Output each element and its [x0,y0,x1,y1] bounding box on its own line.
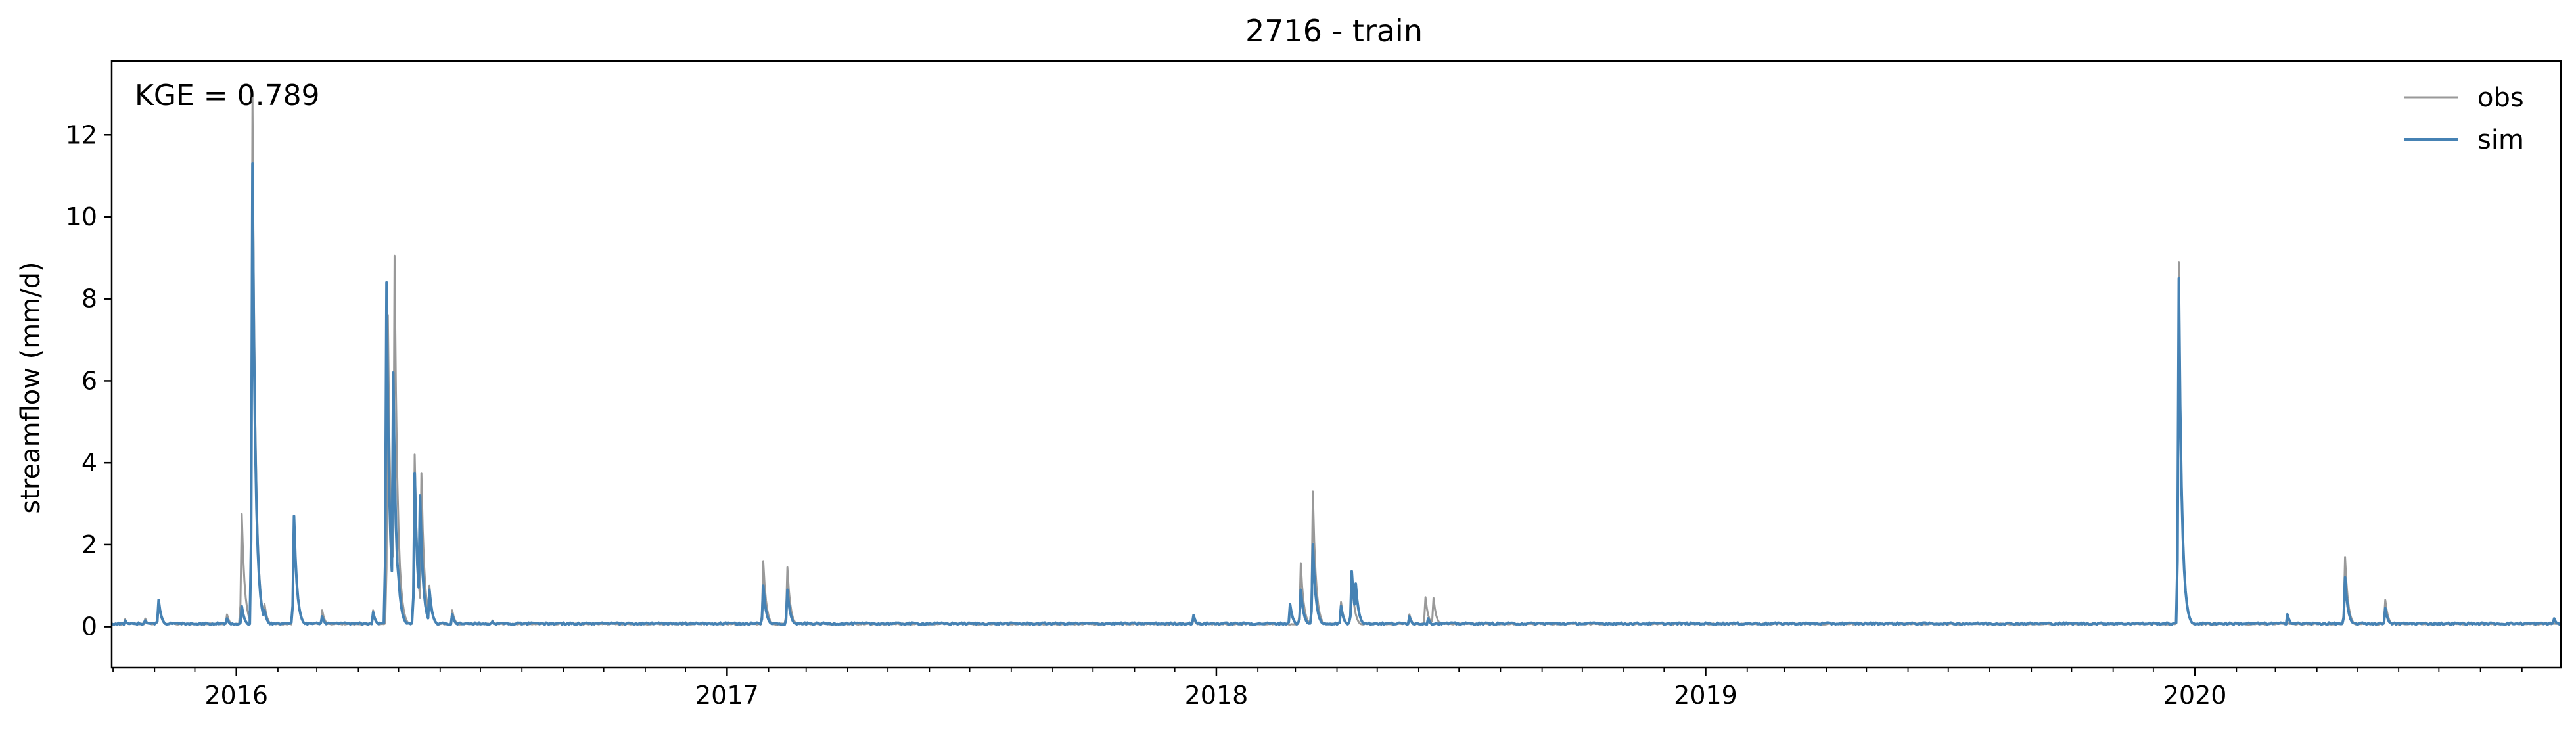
x-tick-label: 2016 [204,681,268,710]
y-axis-label: streamflow (mm/d) [16,262,46,513]
chart-title: 2716 - train [1245,13,1423,49]
series-line-sim [112,162,2561,626]
y-tick-label: 2 [81,530,97,559]
plot-frame [110,60,2562,669]
x-tick-label: 2017 [695,681,759,710]
legend-label-obs: obs [2477,83,2524,113]
kge-annotation: KGE = 0.789 [135,79,320,112]
legend-label-sim: sim [2477,125,2524,155]
x-tick-label: 2018 [1185,681,1249,710]
y-tick-label: 4 [81,448,97,477]
y-tick-label: 6 [81,366,97,395]
y-tick-label: 8 [81,285,97,313]
legend: obs sim [2404,83,2524,155]
x-tick-label: 2020 [2163,681,2227,710]
y-tick-label: 12 [66,120,97,149]
y-tick-label: 10 [66,202,97,231]
plot-area [112,97,2561,626]
x-tick-label: 2019 [1674,681,1737,710]
y-tick-label: 0 [81,612,97,641]
